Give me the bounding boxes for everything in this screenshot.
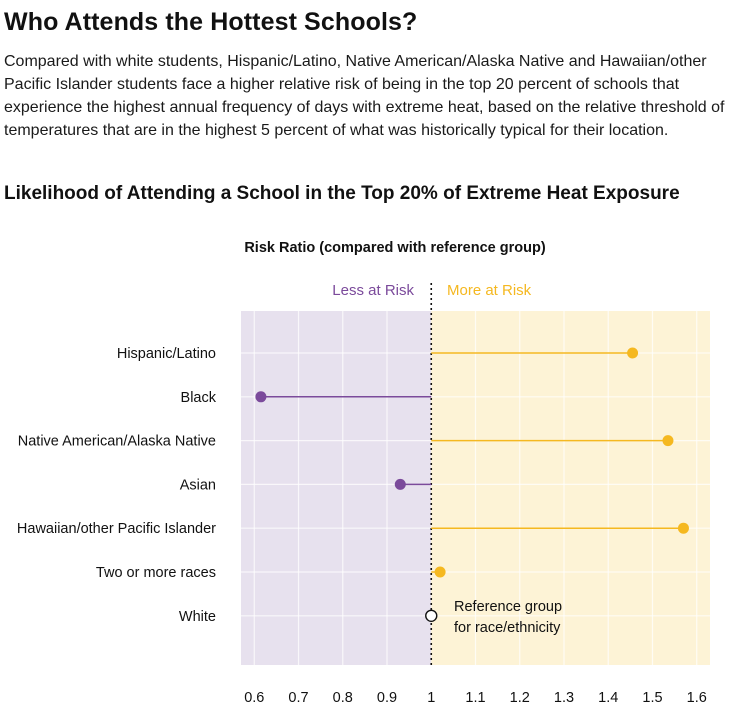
more-risk-zone: [431, 311, 710, 665]
reference-annotation-line-1: Reference group: [454, 599, 562, 615]
reference-dot: [425, 609, 438, 622]
category-label: Two or more races: [96, 565, 216, 581]
dek: Compared with white students, Hispanic/L…: [4, 53, 725, 139]
category-label: Asian: [180, 477, 216, 493]
x-tick-labels: 0.6 0.7 0.8 0.9 1 1.1 1.2 1.3 1.4 1.5 1.6: [244, 690, 707, 706]
row-native-american-alaska-native: Native American/Alaska Native: [18, 434, 674, 450]
x-tick-label: 0.8: [333, 690, 353, 706]
row-white: White: [179, 609, 438, 625]
x-tick-label: 1.5: [642, 690, 662, 706]
row-hawaiian-other-pacific-islander: Hawaiian/other Pacific Islander: [17, 521, 689, 537]
less-at-risk-label: Less at Risk: [332, 282, 414, 299]
x-tick-label: 1.1: [465, 690, 485, 706]
more-at-risk-label: More at Risk: [447, 282, 532, 299]
row-two-or-more-races: Two or more races: [96, 565, 446, 581]
x-tick-label: 0.7: [288, 690, 308, 706]
row-black: Black: [181, 390, 432, 406]
category-rows: Hispanic/Latino Black Native American/Alas…: [17, 346, 689, 625]
x-tick-label: 1: [427, 690, 435, 706]
risk-dot: [662, 435, 674, 447]
risk-dot: [434, 566, 446, 578]
risk-dot: [394, 478, 406, 490]
category-label: White: [179, 609, 216, 625]
x-tick-label: 0.9: [377, 690, 397, 706]
risk-dot: [677, 522, 689, 534]
risk-dot: [627, 347, 639, 359]
x-tick-label: 1.6: [687, 690, 707, 706]
x-tick-label: 1.4: [598, 690, 618, 706]
row-asian: Asian: [180, 477, 432, 493]
row-hispanic-latino: Hispanic/Latino: [117, 346, 639, 362]
risk-dot: [255, 391, 267, 403]
category-label: Black: [181, 390, 217, 406]
x-tick-label: 0.6: [244, 690, 264, 706]
x-tick-label: 1.3: [554, 690, 574, 706]
category-label: Native American/Alaska Native: [18, 434, 216, 450]
reference-annotation-line-2: for race/ethnicity: [454, 620, 561, 636]
x-axis-label: Risk Ratio (compared with reference grou…: [244, 240, 546, 256]
category-label: Hispanic/Latino: [117, 346, 216, 362]
category-label: Hawaiian/other Pacific Islander: [17, 521, 216, 537]
chart-title: Likelihood of Attending a School in the …: [4, 183, 680, 204]
headline: Who Attends the Hottest Schools?: [4, 8, 418, 36]
x-tick-label: 1.2: [510, 690, 530, 706]
